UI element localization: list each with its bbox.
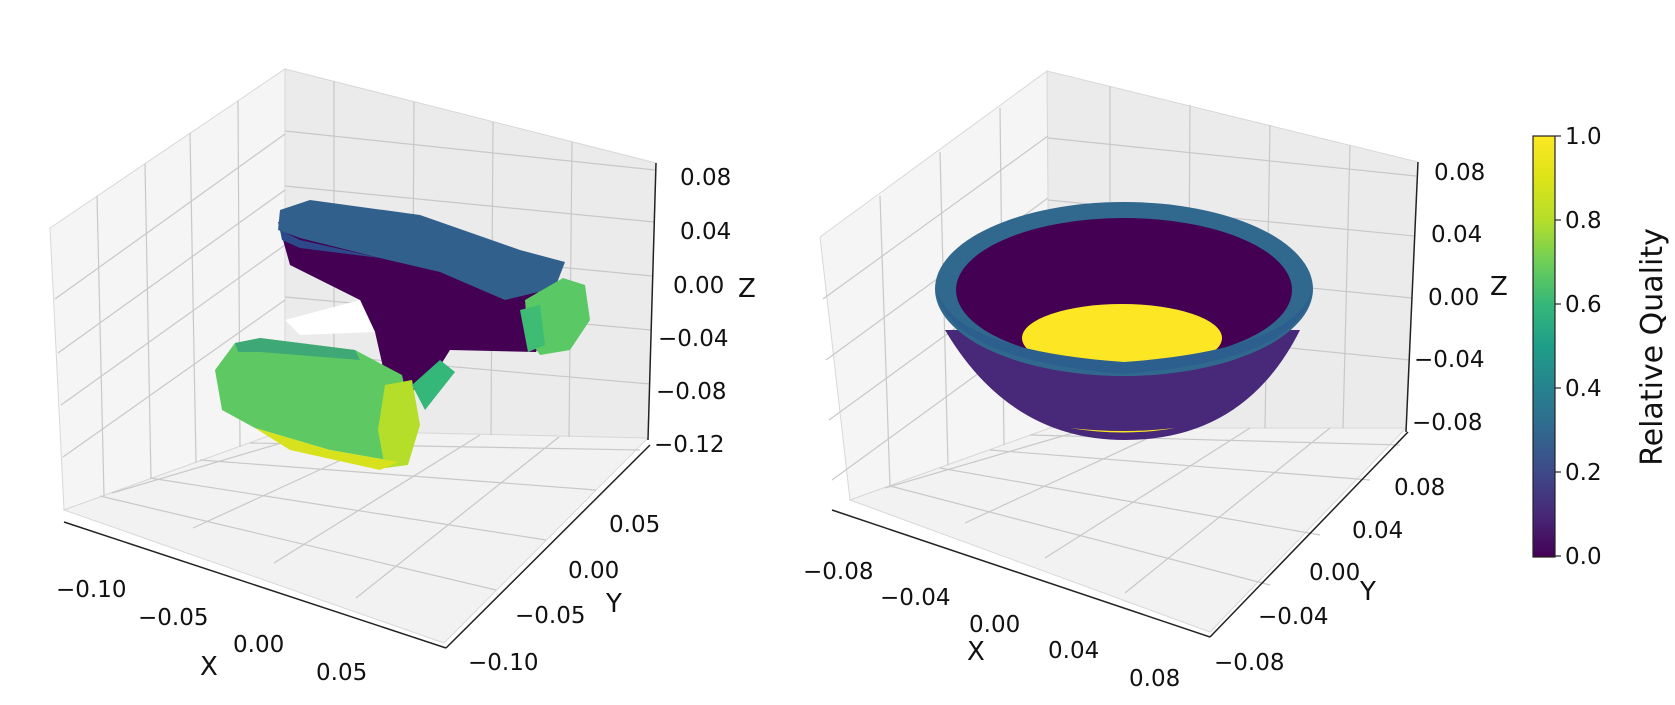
y-ticks: 0.08 0.04 0.00 −0.04 −0.08 [1214, 475, 1445, 676]
mug-base-top [235, 338, 360, 360]
z-tick-label: 0.00 [1428, 285, 1479, 311]
z-tick-label: 0.08 [680, 165, 731, 191]
colorbar-tick-label: 0.6 [1565, 292, 1602, 318]
x-axis-label: X [967, 637, 985, 667]
bowl-bottom-sliver [1070, 428, 1175, 433]
mug-link [412, 360, 455, 410]
z-tick-label: 0.08 [1434, 160, 1485, 186]
z-tick-label: 0.00 [673, 273, 724, 299]
plot-mug: 0.08 0.04 0.00 −0.04 −0.08 −0.12 −0.10 −… [49, 68, 756, 686]
axis-lines [63, 162, 657, 649]
y-ticks: 0.05 0.00 −0.05 −0.10 [468, 512, 660, 676]
z-tick-label: −0.04 [658, 326, 728, 352]
axis-lines [831, 161, 1419, 638]
y-axis-label: Y [1359, 577, 1376, 607]
y-tick-label: −0.04 [1258, 604, 1328, 630]
colorbar-tick-label: 0.4 [1565, 376, 1602, 402]
y-tick-label: 0.04 [1352, 518, 1403, 544]
y-tick-label: 0.00 [1309, 560, 1360, 586]
mug-rim-shade [280, 230, 380, 258]
bowl-mesh [935, 202, 1313, 440]
y-tick-label: −0.10 [468, 650, 538, 676]
x-ticks: −0.10 −0.05 0.00 0.05 [56, 577, 367, 686]
colorbar-ticks [1555, 135, 1561, 557]
z-axis-label: Z [1490, 272, 1508, 302]
colorbar-tick-label: 1.0 [1565, 124, 1602, 150]
colorbar-gradient [1532, 135, 1556, 558]
x-tick-label: 0.04 [1048, 638, 1099, 664]
mug-rim [278, 200, 565, 300]
y-tick-label: 0.05 [609, 512, 660, 538]
bowl-inner-bottom [1022, 304, 1222, 372]
z-axis-label: Z [738, 274, 756, 304]
y-tick-label: 0.00 [568, 558, 619, 584]
z-ticks: 0.08 0.04 0.00 −0.04 −0.08 [1412, 160, 1485, 436]
colorbar: 0.0 0.2 0.4 0.6 0.8 1.0 Relative Quality [1532, 124, 1670, 570]
y-tick-label: −0.08 [1214, 650, 1284, 676]
z-tick-label: 0.04 [1431, 222, 1482, 248]
x-tick-label: −0.08 [803, 559, 873, 585]
x-tick-label: 0.05 [316, 660, 367, 686]
x-tick-label: 0.08 [1129, 666, 1180, 692]
z-tick-label: −0.08 [1412, 410, 1482, 436]
z-tick-label: −0.04 [1414, 347, 1484, 373]
x-tick-label: −0.04 [880, 585, 950, 611]
x-tick-label: 0.00 [969, 612, 1020, 638]
z-ticks: 0.08 0.04 0.00 −0.04 −0.08 −0.12 [654, 165, 731, 458]
colorbar-tick-label: 0.2 [1565, 460, 1602, 486]
x-tick-label: −0.05 [138, 605, 208, 631]
mug-gap-strip [285, 300, 375, 335]
mug-handle-cap-edge [520, 305, 545, 352]
bowl-rim-front [936, 290, 1313, 374]
mug-base-block [215, 338, 412, 462]
y-tick-label: −0.05 [515, 603, 585, 629]
x-tick-label: −0.10 [56, 577, 126, 603]
y-axis-label: Y [605, 589, 622, 619]
x-axis-label: X [200, 652, 218, 682]
colorbar-label: Relative Quality [1635, 228, 1670, 466]
mug-mesh [215, 200, 590, 470]
z-tick-label: −0.12 [654, 432, 724, 458]
z-tick-label: 0.04 [680, 219, 731, 245]
mug-base-bottom [255, 428, 398, 470]
colorbar-tick-label: 0.0 [1565, 544, 1602, 570]
y-tick-label: 0.08 [1394, 475, 1445, 501]
colorbar-tick-label: 0.8 [1565, 208, 1602, 234]
x-tick-label: 0.00 [233, 632, 284, 658]
x-ticks: −0.08 −0.04 0.00 0.04 0.08 [803, 559, 1180, 692]
mug-base-end [378, 380, 420, 468]
z-tick-label: −0.08 [656, 379, 726, 405]
plot-bowl: 0.08 0.04 0.00 −0.04 −0.08 −0.08 −0.04 0… [803, 70, 1508, 692]
